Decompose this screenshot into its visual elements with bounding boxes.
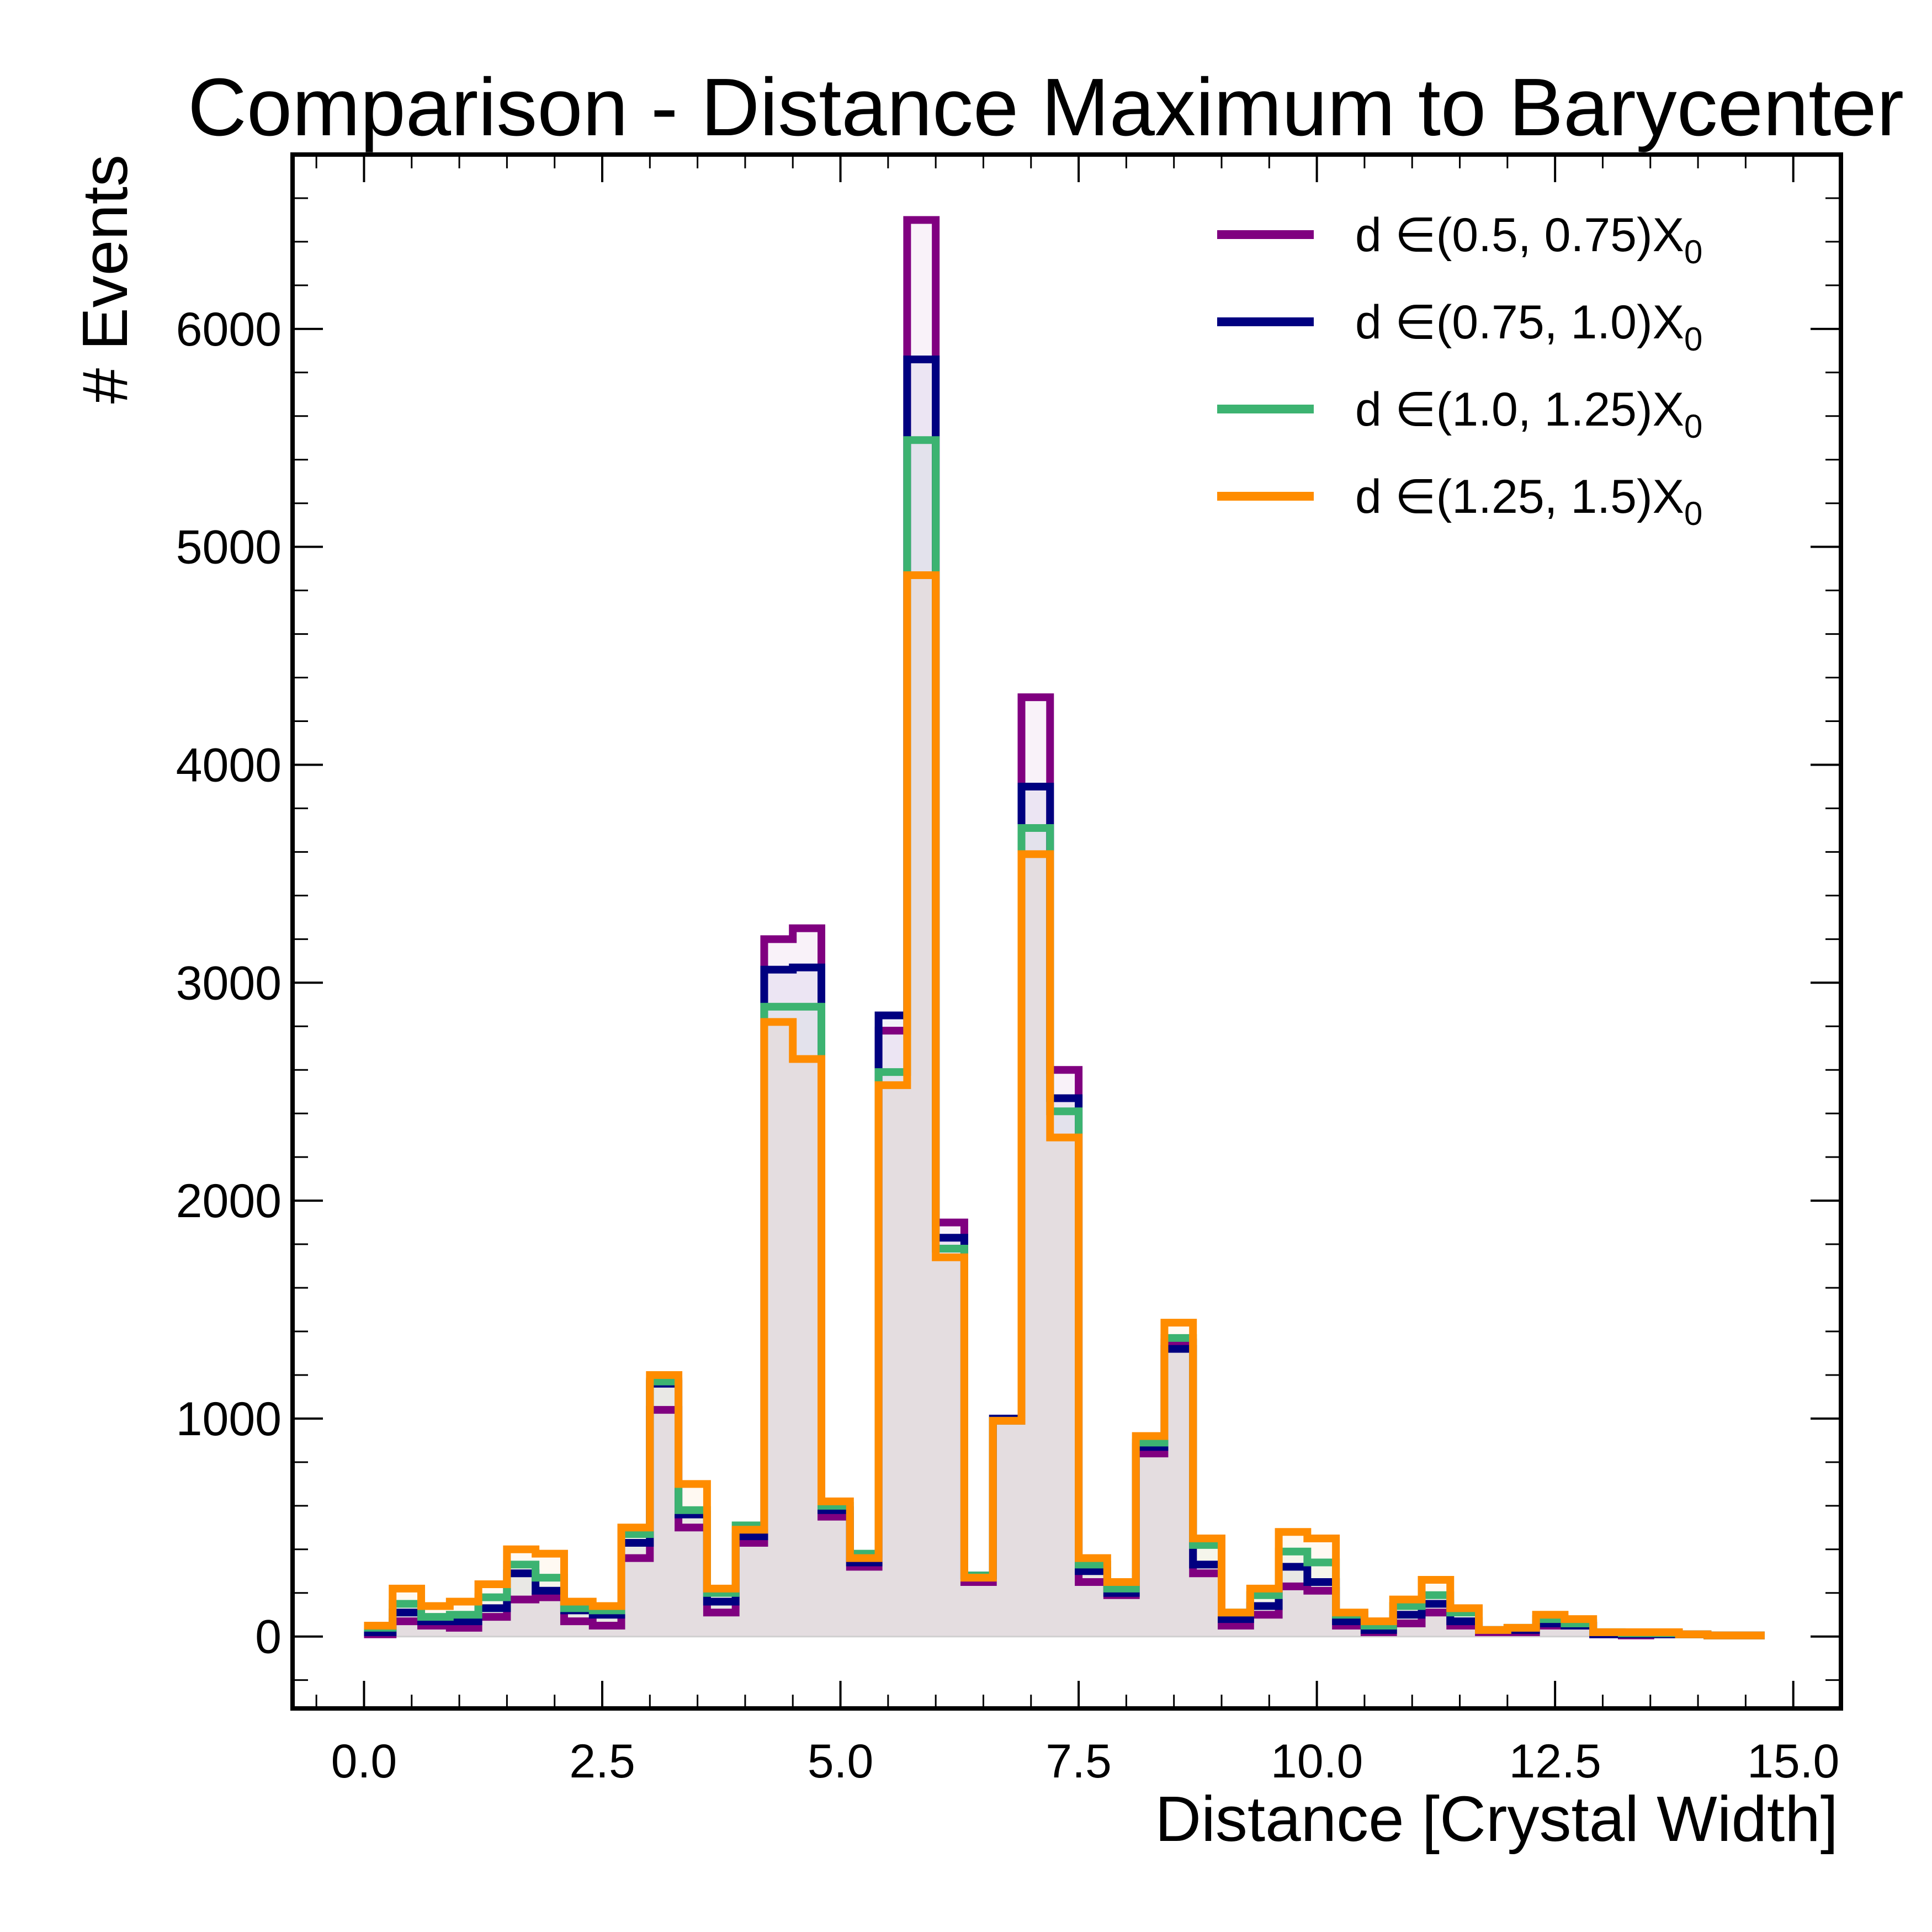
y-tick-label: 2000 [176, 1175, 282, 1228]
legend-label-3: d ∈(1.0, 1.25)X0 [1355, 383, 1702, 445]
legend-subscript: 0 [1684, 233, 1702, 270]
y-tick-label: 0 [255, 1611, 282, 1664]
series-fill-1 [364, 220, 1765, 1637]
fill-layer [364, 220, 1765, 1637]
series-line-4 [364, 571, 1765, 1639]
series-line-2 [364, 355, 1765, 1639]
chart-title: Comparison - Distance Maximum to Barycen… [188, 62, 1904, 153]
legend-subscript: 0 [1684, 321, 1702, 358]
y-tick-label: 6000 [176, 303, 282, 356]
series-fill-2 [364, 359, 1765, 1637]
legend-subscript: 0 [1684, 408, 1702, 445]
x-axis-label: Distance [Crystal Width] [1155, 1783, 1838, 1855]
y-tick-label: 3000 [176, 957, 282, 1010]
y-axis-label: # Events [69, 155, 141, 404]
legend-subscript: 0 [1684, 495, 1702, 532]
y-tick-label: 5000 [176, 521, 282, 574]
x-tick-label: 12.5 [1509, 1735, 1601, 1788]
x-tick-label: 7.5 [1045, 1735, 1112, 1788]
x-tick-label: 5.0 [808, 1735, 874, 1788]
series-layer [364, 216, 1765, 1639]
legend-label-2: d ∈(0.75, 1.0)X0 [1355, 296, 1702, 358]
axes-layer: 0.0 2.5 5.0 7.5 10.0 12.5 15.0 0 1000 2000 3000 400… [176, 152, 1843, 1788]
plot-frame [290, 152, 1843, 1711]
series-fill-3 [364, 440, 1765, 1637]
x-tick-label: 0.0 [331, 1735, 397, 1788]
y-tick-label: 4000 [176, 739, 282, 792]
legend-label-1: d ∈(0.5, 0.75)X0 [1355, 209, 1702, 270]
x-tick-label: 2.5 [569, 1735, 635, 1788]
x-tick-label: 10.0 [1271, 1735, 1363, 1788]
legend: d ∈(0.5, 0.75)X0 d ∈(0.75, 1.0)X0 d ∈(1.0,… [1217, 209, 1702, 532]
y-tick-label: 1000 [176, 1393, 282, 1446]
x-tick-label: 15.0 [1747, 1735, 1839, 1788]
legend-label-4: d ∈(1.25, 1.5)X0 [1355, 470, 1702, 532]
series-fill-4 [364, 575, 1765, 1637]
